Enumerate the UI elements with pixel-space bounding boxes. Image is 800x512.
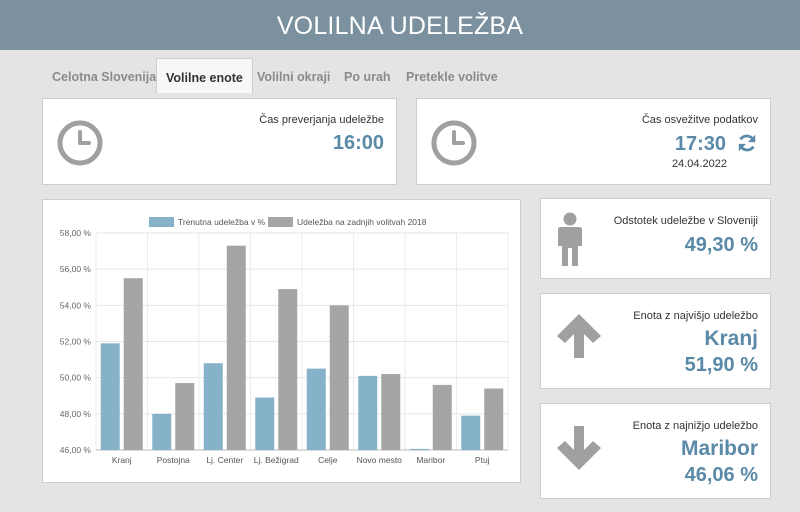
bar-current (255, 397, 275, 450)
bar-current (152, 413, 172, 450)
legend-label-current: Trenutna udeležba v % (178, 217, 266, 227)
turnout-bar-chart: 46,00 % 48,00 % 50,00 % 52,00 % 54,00 % 56,00… (60, 217, 509, 465)
x-tick-label: Kranj (112, 455, 132, 465)
bar-2018 (226, 245, 246, 450)
refresh-date: 24.04.2022 (671, 158, 727, 170)
x-tick-label: Lj. Center (206, 455, 243, 465)
check-time-label: Čas preverjanja udeležbe (259, 114, 384, 126)
tab-volilni-okraji[interactable]: Volilni okraji (257, 70, 331, 84)
legend-swatch-current (149, 217, 174, 227)
x-tick-label: Postojna (157, 455, 190, 465)
refresh-time-card: Čas osvežitve podatkov 17:30 24.04.2022 (416, 98, 771, 185)
tab-volilne-enote[interactable]: Volilne enote (156, 58, 253, 93)
tab-po-urah[interactable]: Po urah (344, 70, 391, 84)
clock-icon (430, 119, 478, 167)
tab-celotna-slovenija[interactable]: Celotna Slovenija (52, 70, 157, 84)
x-tick-label: Maribor (416, 455, 445, 465)
national-turnout-card: Odstotek udeležbe v Sloveniji 49,30 % (540, 198, 771, 279)
tab-pretekle-volitve[interactable]: Pretekle volitve (406, 70, 498, 84)
lowest-turnout-card: Enota z najnižjo udeležbo Maribor 46,06 … (540, 403, 771, 499)
y-tick-label: 52,00 % (60, 337, 92, 347)
highest-turnout-value: 51,90 % (684, 354, 758, 376)
bar-2018 (381, 374, 401, 450)
bar-2018 (175, 383, 195, 450)
bar-current (409, 448, 429, 450)
bar-2018 (278, 289, 298, 450)
bar-current (461, 415, 481, 450)
legend-label-2018: Udeležba na zadnjih volitvah 2018 (297, 217, 427, 227)
x-tick-label: Novo mesto (357, 455, 403, 465)
lowest-turnout-value: 46,06 % (684, 464, 758, 486)
turnout-chart: 46,00 % 48,00 % 50,00 % 52,00 % 54,00 % 56,00… (42, 199, 521, 483)
bar-current (100, 343, 120, 450)
highest-turnout-enota: Kranj (704, 327, 758, 350)
y-tick-label: 58,00 % (60, 228, 92, 238)
refresh-time-label: Čas osvežitve podatkov (641, 114, 758, 126)
clock-icon (56, 119, 104, 167)
highest-turnout-card: Enota z najvišjo udeležbo Kranj 51,90 % (540, 293, 771, 389)
check-time-card: Čas preverjanja udeležbe 16:00 (42, 98, 397, 185)
highest-turnout-label: Enota z najvišjo udeležbo (633, 310, 758, 322)
x-tick-label: Ptuj (475, 455, 490, 465)
person-icon (555, 212, 585, 268)
bar-current (203, 363, 223, 450)
y-tick-label: 50,00 % (60, 373, 92, 383)
lowest-turnout-label: Enota z najnižjo udeležbo (632, 420, 758, 432)
x-tick-label: Celje (318, 455, 338, 465)
check-time-value: 16:00 (332, 132, 384, 154)
y-tick-label: 54,00 % (60, 300, 92, 310)
arrow-up-icon (555, 312, 603, 360)
page-title: VOLILNA UDELEŽBA (276, 12, 524, 40)
y-tick-label: 46,00 % (60, 445, 92, 455)
y-tick-label: 56,00 % (60, 264, 92, 274)
bar-2018 (484, 388, 504, 450)
bar-2018 (329, 305, 349, 450)
legend-swatch-2018 (268, 217, 293, 227)
national-turnout-value: 49,30 % (684, 234, 758, 256)
refresh-icon[interactable] (736, 132, 758, 154)
refresh-time-value: 17:30 (674, 133, 726, 155)
tab-bar: Celotna Slovenija Volilne enote Volilni … (42, 58, 782, 93)
bar-current (358, 375, 378, 450)
bar-2018 (432, 384, 452, 450)
arrow-down-icon (555, 424, 603, 472)
x-tick-label: Lj. Bežigrad (254, 455, 299, 465)
bar-2018 (123, 278, 143, 450)
bar-current (306, 368, 326, 450)
national-turnout-label: Odstotek udeležbe v Sloveniji (613, 215, 758, 227)
app-header: VOLILNA UDELEŽBA (0, 0, 800, 50)
y-tick-label: 48,00 % (60, 409, 92, 419)
lowest-turnout-enota: Maribor (680, 437, 758, 460)
